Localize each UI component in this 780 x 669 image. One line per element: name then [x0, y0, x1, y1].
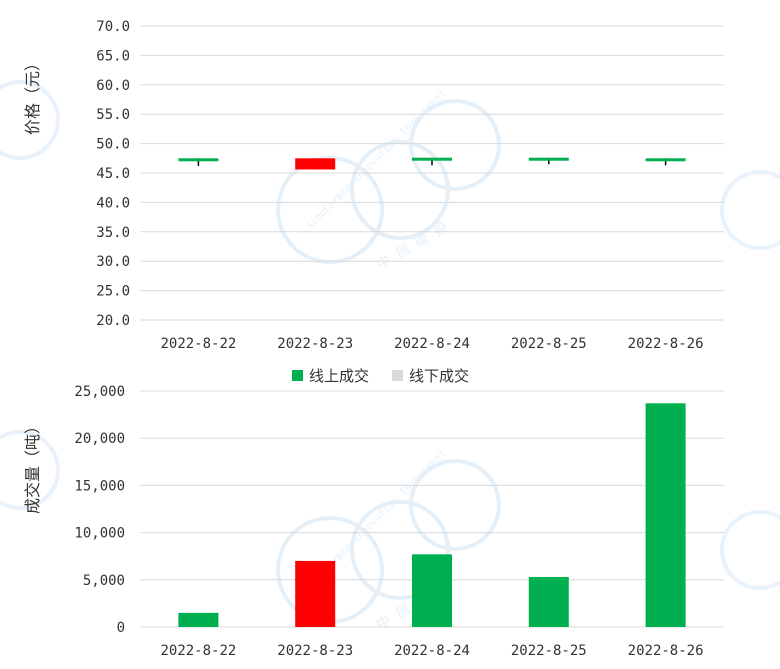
volume-bars — [178, 403, 686, 627]
volume-bar — [528, 576, 569, 627]
volume-y-tick-label: 20,000 — [74, 431, 125, 447]
volume-x-tick-labels: 2022-8-22 2022-8-23 2022-8-24 2022-8-25 2022… — [160, 643, 703, 659]
volume-chart: 25,000 20,000 15,000 10,000 5,000 0 2022-8-22… — [23, 384, 724, 659]
candle-body — [412, 157, 452, 161]
watermark-ring — [409, 459, 501, 551]
watermark-text-cn: 中创碳投 — [374, 216, 458, 274]
volume-x-tick-label: 2022-8-22 — [160, 643, 236, 659]
volume-bar — [295, 560, 336, 627]
legend-label-offline: 线下成交 — [409, 367, 469, 385]
price-gridlines — [140, 25, 724, 321]
price-x-tick-labels: 2022-8-22 2022-8-23 2022-8-24 2022-8-25 2022… — [160, 336, 703, 352]
volume-axis-title: 成交量（吨） — [23, 418, 42, 514]
price-x-tick-label: 2022-8-26 — [628, 336, 704, 352]
price-x-tick-label: 2022-8-25 — [511, 336, 587, 352]
price-y-tick-label: 40.0 — [96, 195, 130, 211]
volume-y-tick-labels: 25,000 20,000 15,000 10,000 5,000 0 — [74, 384, 125, 636]
price-axis-title: 价格（元） — [23, 55, 42, 135]
candle-body — [528, 157, 569, 161]
volume-y-tick-label: 10,000 — [74, 526, 125, 542]
price-y-tick-label: 70.0 — [96, 19, 130, 35]
legend: 线上成交 线下成交 — [292, 367, 469, 385]
price-x-tick-label: 2022-8-23 — [277, 336, 353, 352]
volume-x-tick-label: 2022-8-24 — [394, 643, 470, 659]
legend-swatch-online — [292, 370, 303, 381]
volume-x-tick-label: 2022-8-26 — [628, 643, 704, 659]
legend-swatch-offline — [392, 370, 403, 381]
watermark-ring — [720, 510, 780, 590]
price-y-tick-label: 55.0 — [96, 107, 130, 123]
volume-y-tick-label: 25,000 — [74, 384, 125, 400]
volume-x-tick-label: 2022-8-23 — [277, 643, 353, 659]
price-x-tick-label: 2022-8-24 — [394, 336, 470, 352]
candle-body — [178, 158, 219, 162]
price-chart: 70.0 65.0 60.0 55.0 50.0 45.0 40.0 35.0 30.0 25.0… — [23, 19, 724, 352]
watermark-ring — [0, 430, 60, 510]
price-y-tick-label: 20.0 — [96, 313, 130, 329]
price-candles — [178, 157, 686, 170]
volume-bar — [412, 554, 452, 627]
legend-label-online: 线上成交 — [309, 367, 369, 385]
volume-y-tick-label: 0 — [117, 620, 125, 636]
price-x-tick-label: 2022-8-22 — [160, 336, 236, 352]
price-y-tick-label: 60.0 — [96, 78, 130, 94]
price-y-tick-label: 30.0 — [96, 254, 130, 270]
candle-body — [295, 158, 336, 170]
watermark-ring — [409, 99, 501, 191]
price-y-tick-label: 50.0 — [96, 137, 130, 153]
volume-y-tick-label: 15,000 — [74, 478, 125, 494]
price-y-tick-label: 45.0 — [96, 166, 130, 182]
volume-bar — [645, 403, 686, 627]
watermark-ring — [276, 156, 384, 264]
volume-bar — [178, 612, 219, 627]
watermark-ring — [0, 80, 60, 160]
candle-body — [645, 158, 686, 162]
price-y-tick-labels: 70.0 65.0 60.0 55.0 50.0 45.0 40.0 35.0 30.0 25.0… — [96, 19, 130, 329]
volume-y-tick-label: 5,000 — [83, 573, 125, 589]
volume-x-tick-label: 2022-8-25 — [511, 643, 587, 659]
watermark-ring — [720, 170, 780, 250]
price-y-tick-label: 25.0 — [96, 284, 130, 300]
price-y-tick-label: 65.0 — [96, 48, 130, 64]
watermark-ring — [350, 140, 450, 240]
price-y-tick-label: 35.0 — [96, 225, 130, 241]
